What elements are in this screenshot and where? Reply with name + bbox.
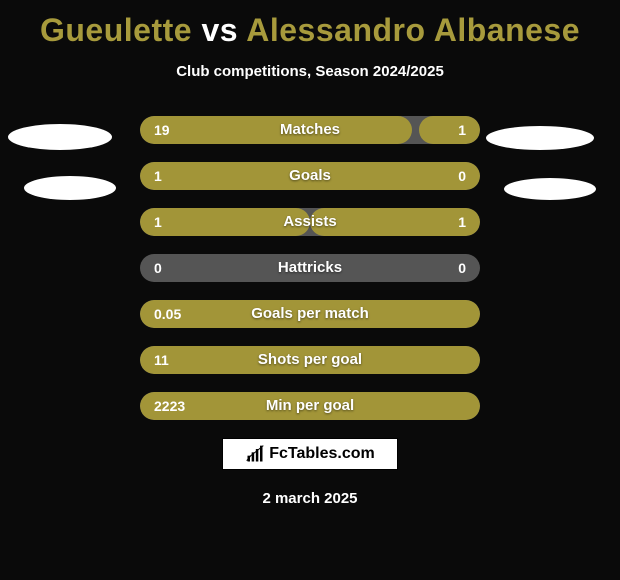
oval-shape bbox=[24, 176, 116, 200]
attribution-badge: FcTables.com bbox=[222, 438, 398, 470]
stat-row: 191Matches bbox=[140, 116, 480, 144]
oval-shape bbox=[504, 178, 596, 200]
stat-label: Matches bbox=[140, 116, 480, 144]
stat-row: 11Shots per goal bbox=[140, 346, 480, 374]
subtitle: Club competitions, Season 2024/2025 bbox=[0, 63, 620, 80]
stat-label: Shots per goal bbox=[140, 346, 480, 374]
stat-row: 0.05Goals per match bbox=[140, 300, 480, 328]
stat-row: 00Hattricks bbox=[140, 254, 480, 282]
oval-shape bbox=[8, 124, 112, 150]
stat-row: 2223Min per goal bbox=[140, 392, 480, 420]
stat-row: 11Assists bbox=[140, 208, 480, 236]
stat-rows: 191Matches 10Goals 11Assists 00Hattricks 0.0… bbox=[0, 116, 620, 420]
stat-label: Assists bbox=[140, 208, 480, 236]
stat-label: Min per goal bbox=[140, 392, 480, 420]
oval-shape bbox=[486, 126, 594, 150]
date-label: 2 march 2025 bbox=[0, 490, 620, 507]
stat-label: Goals bbox=[140, 162, 480, 190]
title-player2: Alessandro Albanese bbox=[246, 12, 580, 48]
title-player1: Gueulette bbox=[40, 12, 192, 48]
title-vs: vs bbox=[201, 12, 238, 48]
stat-label: Hattricks bbox=[140, 254, 480, 282]
page-title: Gueulette vs Alessandro Albanese bbox=[0, 0, 620, 49]
stat-label: Goals per match bbox=[140, 300, 480, 328]
attribution-text: FcTables.com bbox=[269, 445, 375, 463]
stat-row: 10Goals bbox=[140, 162, 480, 190]
bar-chart-icon bbox=[245, 444, 265, 464]
